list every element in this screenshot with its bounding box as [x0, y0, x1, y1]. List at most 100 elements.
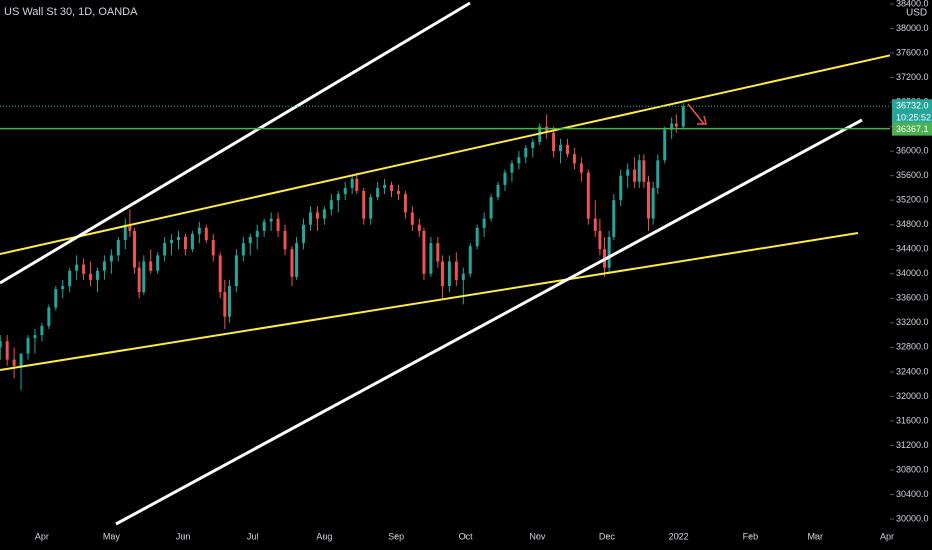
candle-body: [19, 353, 23, 366]
candle-body: [633, 169, 637, 182]
candle-body: [552, 132, 556, 152]
candle-body: [156, 255, 160, 271]
y-tick-label: 33200.0: [896, 317, 929, 327]
candle-body: [269, 218, 273, 222]
candle-body: [403, 194, 407, 213]
candle-body: [322, 209, 326, 219]
candle-body: [510, 163, 514, 173]
candle-body: [524, 148, 528, 158]
candle-body: [241, 243, 245, 256]
candle-body: [128, 224, 132, 231]
y-tick-label: 30000.0: [896, 513, 929, 523]
candle-body: [102, 261, 106, 271]
candle-body: [255, 230, 259, 237]
candle-body: [5, 341, 9, 360]
trend-line: [0, 232, 859, 371]
candle-body: [642, 160, 646, 182]
y-tick-label: 37200.0: [896, 72, 929, 82]
y-tick-label: 34400.0: [896, 244, 929, 254]
candle-body: [68, 270, 72, 287]
x-tick-label: 2022: [669, 531, 689, 541]
candle-body: [674, 123, 678, 127]
candle-body: [75, 264, 79, 271]
candle-body: [489, 197, 493, 219]
candle-body: [123, 224, 127, 241]
candle-body: [26, 338, 30, 354]
y-tick-label: 35600.0: [896, 170, 929, 180]
candle-body: [295, 243, 299, 277]
y-tick-label: 32800.0: [896, 342, 929, 352]
candle-body: [109, 255, 113, 262]
last-price-tag: [892, 99, 932, 126]
candle-body: [234, 255, 238, 287]
candle-body: [503, 172, 507, 185]
candle-body: [211, 240, 215, 256]
candle-body: [355, 178, 359, 191]
candle-body: [54, 289, 58, 308]
candle-body: [626, 169, 630, 176]
last-price-label: 36732.0: [896, 101, 929, 111]
candle-body: [656, 160, 660, 188]
candle-body: [396, 190, 400, 195]
candle-body: [663, 129, 667, 161]
candle-body: [290, 249, 294, 277]
candle-body: [436, 243, 440, 262]
candle-body: [461, 273, 465, 280]
candle-body: [410, 212, 414, 225]
y-tick-label: 38400.0: [896, 0, 929, 8]
candle-body: [468, 246, 472, 274]
candle-body: [12, 359, 16, 366]
candle-body: [429, 243, 433, 274]
candle-body: [204, 227, 208, 241]
candle-body: [149, 261, 153, 271]
y-tick-label: 37600.0: [896, 47, 929, 57]
candle-body: [315, 212, 319, 219]
candle-body: [177, 236, 181, 241]
candle-body: [336, 194, 340, 201]
candle-body: [40, 325, 44, 336]
candle-body: [95, 270, 99, 280]
y-tick-label: 33600.0: [896, 293, 929, 303]
candle-body: [390, 184, 394, 191]
candle-body: [579, 163, 583, 173]
candle-body: [651, 187, 655, 219]
x-tick-label: Dec: [599, 531, 616, 541]
y-tick-label: 31600.0: [896, 415, 929, 425]
trend-line: [115, 118, 863, 526]
candle-body: [422, 230, 426, 274]
x-tick-label: May: [103, 531, 121, 541]
candle-body: [440, 261, 444, 287]
candle-body: [142, 261, 146, 293]
candle-body: [262, 221, 266, 231]
y-tick-label: 30400.0: [896, 489, 929, 499]
candle-body: [647, 181, 651, 219]
candle-body: [454, 261, 458, 280]
candle-body: [183, 236, 187, 250]
candle-body: [681, 106, 685, 127]
candle-body: [47, 307, 51, 326]
candle-body: [218, 255, 222, 293]
x-tick-label: Aug: [316, 531, 332, 541]
candle-body: [61, 286, 65, 290]
drawings: [0, 1, 890, 526]
candle-body: [223, 292, 227, 317]
candle-body: [383, 184, 387, 188]
x-tick-label: Apr: [880, 531, 894, 541]
candle-body: [137, 267, 141, 293]
x-tick-label: Sep: [388, 531, 404, 541]
candle-body: [637, 160, 641, 182]
candle-body: [116, 240, 120, 256]
candle-body: [593, 218, 597, 231]
level-tag: [892, 122, 932, 136]
arrow: [687, 103, 707, 125]
candle-body: [475, 227, 479, 247]
x-tick-label: Feb: [743, 531, 759, 541]
candle-body: [133, 230, 137, 268]
candle-body: [227, 286, 231, 317]
candle-body: [598, 230, 602, 250]
x-tick-label: Oct: [459, 531, 474, 541]
candle-body: [559, 145, 563, 152]
trend-line: [0, 1, 471, 285]
